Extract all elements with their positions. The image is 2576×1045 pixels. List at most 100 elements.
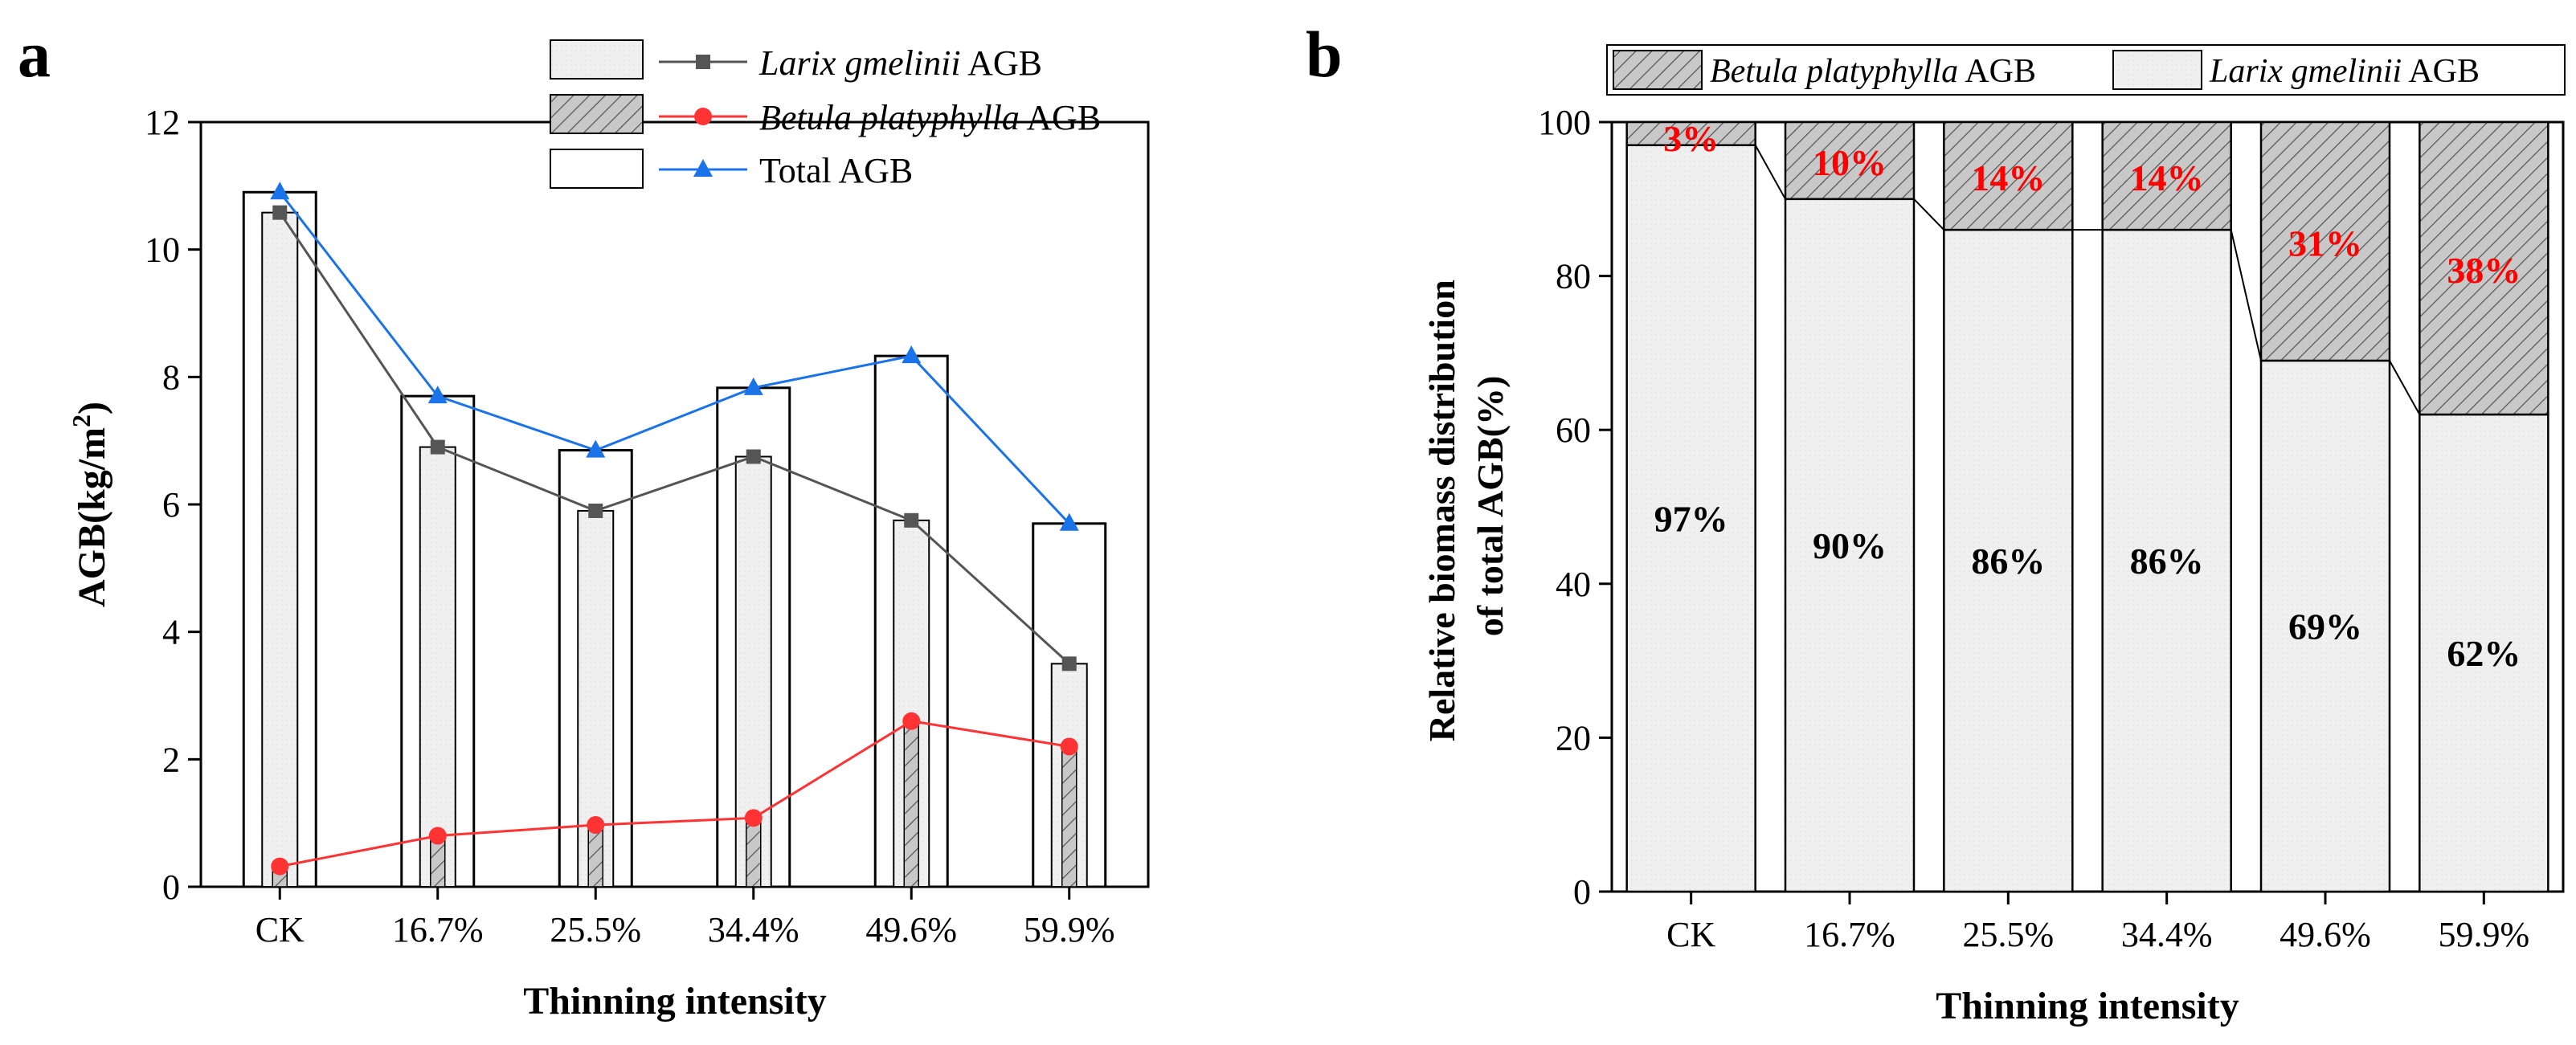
panel-a-x-axis: CK 16.7% 25.5% 34.4% 49.6% 59.9% [256,887,1115,949]
x-tick-label-a: 16.7% [392,910,484,949]
bar-larix [419,446,456,888]
x-tick-label-a: 59.9% [1024,910,1115,949]
y-tick-label-b: 40 [1556,565,1591,604]
panel-a-y-label-sup: 2 [67,414,96,427]
point-total [902,345,922,364]
point-total [586,439,606,458]
stack-larix [1943,228,2074,893]
label-larix: 90% [1813,525,1887,566]
legend-a-swatch-betula [550,94,644,134]
legend-a-text-larix-rest: AGB [961,43,1042,83]
stack-larix [2101,228,2232,893]
x-tick-label-a: CK [256,910,305,949]
panel-b-x-label: Thinning intensity [1936,985,2239,1027]
legend-a-marker-total [693,159,713,177]
panel-a-y-label-end: ) [71,402,113,414]
label-betula: 38% [2447,250,2521,291]
legend-a-marker-larix [696,55,710,69]
label-larix: 97% [1654,498,1728,539]
x-tick-label-b: 16.7% [1804,915,1895,954]
y-tick-label-a: 8 [162,357,180,397]
panel-a-letter: a [18,18,51,91]
panel-b-letter: b [1306,18,1343,91]
bar-betula [903,720,919,888]
point-betula [1060,737,1078,756]
y-tick-label-b: 60 [1556,410,1591,450]
legend-a-text-betula-rest: AGB [1020,98,1101,137]
stack-betula [1625,120,1756,146]
point-total [743,377,763,395]
legend-a-text-betula-italic: Betula platyphylla [759,98,1020,137]
x-tick-label-b: 25.5% [1963,915,2055,954]
bar-betula [1061,745,1077,888]
connector-line [2230,229,2262,361]
point-larix [904,512,919,528]
connector-line [1754,145,1786,200]
label-larix: 62% [2447,633,2521,674]
line-triangle [279,191,1070,525]
stack-betula [2259,120,2391,362]
legend-b-swatch-larix [2112,50,2202,90]
legend-b-text-larix-italic: Larix gmelinii [2209,53,2402,90]
y-tick-label-b: 100 [1538,103,1591,142]
legend-a-text-betula: Betula platyphylla AGB [759,98,1101,137]
y-tick-label-a: 10 [145,231,180,270]
panel-a-y-axis: 0 2 4 6 8 10 12 [145,103,201,907]
x-tick-label-b: 49.6% [2280,915,2371,954]
panel-a-x-label: Thinning intensity [523,980,826,1023]
panel-b: b 0 20 40 60 80 100 CK 16.7% 25.5% 34.4% 49.6% 59.… [1306,18,2566,1027]
point-larix [588,503,603,518]
x-tick-label-b: 59.9% [2439,915,2530,954]
panel-b-y-label: Relative biomass distribution of total A… [1421,271,1511,742]
label-betula: 31% [2288,222,2362,263]
bar-larix [261,211,299,888]
line-square [279,211,1070,665]
panel-a-lines [270,182,1079,876]
stack-larix [1784,198,1916,893]
connector-line [1913,198,1945,231]
label-betula: 3% [1663,118,1719,159]
stack-betula [1943,120,2074,231]
y-tick-label-b: 0 [1573,872,1591,912]
point-larix [746,449,761,464]
panel-a-y-label-main: AGB(kg/m [71,427,113,607]
legend-a-text-larix-italic: Larix gmelinii [758,43,961,83]
stack-betula [1784,120,1916,201]
panel-b-plot-area [1610,120,2565,893]
panel-a-bars [242,190,1107,888]
panel-a-legend: Larix gmelinii AGB Betula platyphylla AG… [550,39,1101,190]
y-tick-label-a: 0 [162,867,180,907]
point-total [270,182,290,200]
point-larix [430,439,445,455]
label-larix: 86% [2130,541,2204,582]
bar-betula [587,824,603,888]
bar-betula [746,817,762,888]
panel-b-bars [1625,120,2549,893]
panel-b-y-label-line2: of total AGB(%) [1470,376,1511,637]
panel-a-plot-area [199,120,1150,888]
stack-larix [2259,359,2391,893]
stack-larix [1625,144,1756,893]
y-tick-label-b: 20 [1556,718,1591,757]
y-tick-label-b: 80 [1556,257,1591,296]
stack-betula [2101,120,2232,231]
y-tick-label-a: 4 [162,613,180,652]
legend-b-text-betula-rest: AGB [1958,53,2036,90]
x-tick-label-b: CK [1666,915,1715,954]
connector-line [2389,360,2421,415]
panel-b-y-label-line1: Relative biomass distribution [1421,280,1462,741]
legend-a-text-total: Total AGB [759,151,913,190]
panel-b-y-axis: 0 20 40 60 80 100 [1538,103,1612,912]
point-total [427,386,448,404]
panel-a-y-label: AGB(kg/m2) [67,402,113,607]
point-larix [1061,656,1077,671]
point-betula [428,827,447,845]
legend-b-text-betula: Betula platyphylla AGB [1710,53,2036,90]
x-tick-label-b: 34.4% [2121,915,2213,954]
label-larix: 86% [1971,541,2045,582]
point-betula [744,809,763,827]
y-tick-label-a: 6 [162,485,180,525]
x-tick-label-a: 49.6% [865,910,957,949]
